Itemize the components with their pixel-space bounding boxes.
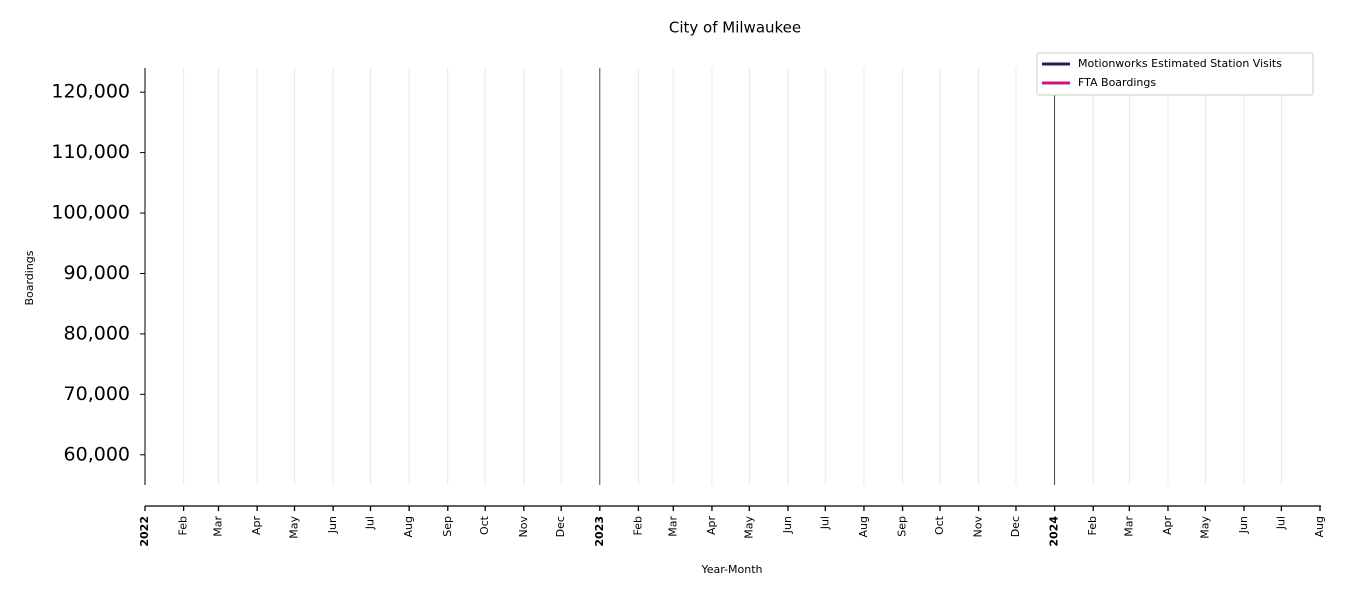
x-tick-label: Jun bbox=[326, 516, 339, 534]
y-tick-label: 120,000 bbox=[51, 81, 130, 103]
x-tick-label: Mar bbox=[212, 516, 225, 537]
y-tick-label: 100,000 bbox=[51, 202, 130, 224]
x-tick-label: Aug bbox=[402, 516, 415, 537]
x-tick-label: Jul bbox=[1274, 516, 1287, 530]
x-tick-label: Sep bbox=[896, 516, 909, 537]
x-tick-label: Jun bbox=[1237, 516, 1250, 534]
x-tick-label: May bbox=[288, 516, 301, 539]
x-tick-label: Aug bbox=[857, 516, 870, 537]
x-tick-label: Apr bbox=[250, 516, 263, 536]
x-tick-label: Nov bbox=[517, 516, 530, 538]
y-tick-label: 70,000 bbox=[64, 383, 130, 405]
legend-label: Motionworks Estimated Station Visits bbox=[1078, 57, 1282, 70]
legend-label: FTA Boardings bbox=[1078, 76, 1156, 89]
x-tick-label: 2022 bbox=[138, 516, 151, 547]
x-tick-label: Dec bbox=[554, 516, 567, 537]
x-tick-label: Dec bbox=[1009, 516, 1022, 537]
x-tick-label: Apr bbox=[705, 516, 718, 536]
x-tick-label: Mar bbox=[666, 516, 679, 537]
x-tick-label: Jun bbox=[781, 516, 794, 534]
x-tick-label: Mar bbox=[1122, 516, 1135, 537]
x-tick-label: Sep bbox=[441, 516, 454, 537]
x-axis-label: Year-Month bbox=[700, 563, 762, 576]
x-tick-label: 2023 bbox=[593, 516, 606, 547]
x-tick-label: Jul bbox=[818, 516, 831, 530]
x-tick-label: Oct bbox=[478, 515, 491, 535]
y-tick-label: 80,000 bbox=[64, 322, 130, 344]
x-tick-label: May bbox=[742, 516, 755, 539]
x-tick-label: Jul bbox=[364, 516, 377, 530]
y-tick-label: 110,000 bbox=[51, 141, 130, 163]
y-axis-label: Boardings bbox=[23, 250, 36, 305]
x-tick-label: Apr bbox=[1161, 516, 1174, 536]
chart-title: City of Milwaukee bbox=[669, 19, 801, 37]
x-tick-label: Aug bbox=[1313, 516, 1326, 537]
legend: Motionworks Estimated Station Visits FTA … bbox=[1036, 52, 1314, 96]
y-tick-label: 60,000 bbox=[64, 443, 130, 465]
x-tick-label: Feb bbox=[177, 516, 190, 535]
y-tick-label: 90,000 bbox=[64, 262, 130, 284]
x-tick-label: 2024 bbox=[1048, 516, 1061, 547]
legend-box bbox=[1036, 52, 1314, 96]
x-tick-label: May bbox=[1198, 516, 1211, 539]
x-tick-label: Nov bbox=[972, 516, 985, 538]
x-tick-label: Feb bbox=[1086, 516, 1099, 535]
x-tick-label: Oct bbox=[933, 515, 946, 535]
x-tick-label: Feb bbox=[631, 516, 644, 535]
